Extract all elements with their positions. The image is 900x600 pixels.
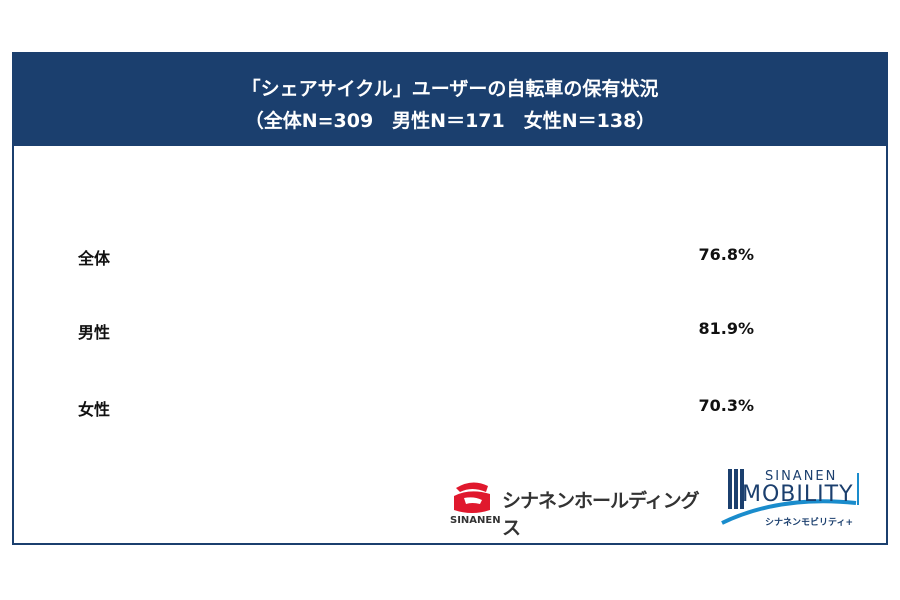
chart-subtitle: （全体N=309 男性N＝171 女性N＝138） bbox=[244, 110, 656, 132]
bicycle-icon bbox=[522, 240, 558, 263]
bicycle-icon bbox=[287, 240, 323, 263]
female-icon bbox=[349, 376, 377, 429]
mobility-main: MOBILITY bbox=[742, 482, 854, 507]
bicycle-icon bbox=[463, 240, 499, 263]
bicycle-icon bbox=[228, 240, 264, 263]
sinanen-mobility-logo: SINANEN MOBILITY シナネンモビリティ+ bbox=[720, 465, 870, 530]
male-icon bbox=[643, 298, 671, 351]
mobility-sub: シナネンモビリティ+ bbox=[765, 518, 854, 528]
holdings-sub: SINANEN bbox=[450, 515, 501, 526]
female-icon bbox=[291, 376, 319, 429]
value-label-male: 81.9% bbox=[698, 319, 754, 338]
male-icon bbox=[173, 298, 201, 351]
row-label-total: 全体 bbox=[78, 249, 111, 268]
row-label-male: 男性 bbox=[78, 323, 111, 342]
bicycle-icon bbox=[404, 240, 440, 263]
holdings-name: シナネンホールディングス bbox=[502, 490, 700, 539]
male-icon bbox=[349, 298, 377, 351]
mobility-top: SINANEN bbox=[765, 469, 838, 484]
icon-row-2 bbox=[173, 376, 613, 429]
sinanen-mark-icon bbox=[454, 482, 490, 513]
bicycle-icon bbox=[169, 240, 205, 263]
female-icon bbox=[467, 376, 495, 429]
infographic-frame: 「シェアサイクル」ユーザーの自転車の保有状況 （全体N=309 男性N＝171 … bbox=[12, 52, 888, 545]
male-icon bbox=[467, 298, 495, 351]
female-icon bbox=[526, 376, 554, 429]
male-icon bbox=[408, 298, 436, 351]
male-icon bbox=[291, 298, 319, 351]
icon-row-1 bbox=[173, 298, 671, 351]
female-icon bbox=[232, 376, 260, 429]
male-icon bbox=[232, 298, 260, 351]
male-icon bbox=[526, 298, 554, 351]
male-icon bbox=[585, 298, 613, 351]
female-icon bbox=[585, 376, 613, 429]
value-label-female: 70.3% bbox=[698, 396, 754, 415]
female-icon bbox=[408, 376, 436, 429]
bicycle-icon bbox=[345, 240, 381, 263]
row-label-female: 女性 bbox=[78, 400, 111, 419]
value-label-total: 76.8% bbox=[698, 245, 754, 264]
chart-title: 「シェアサイクル」ユーザーの自転車の保有状況 bbox=[241, 78, 659, 100]
icon-row-0 bbox=[169, 240, 617, 263]
sinanen-holdings-logo: シナネンホールディングス SINANEN bbox=[450, 478, 700, 539]
header-band: 「シェアサイクル」ユーザーの自転車の保有状況 （全体N=309 男性N＝171 … bbox=[14, 54, 886, 146]
female-icon bbox=[173, 376, 201, 429]
mobility-mark-icon bbox=[721, 469, 859, 525]
bicycle-icon bbox=[581, 240, 617, 263]
